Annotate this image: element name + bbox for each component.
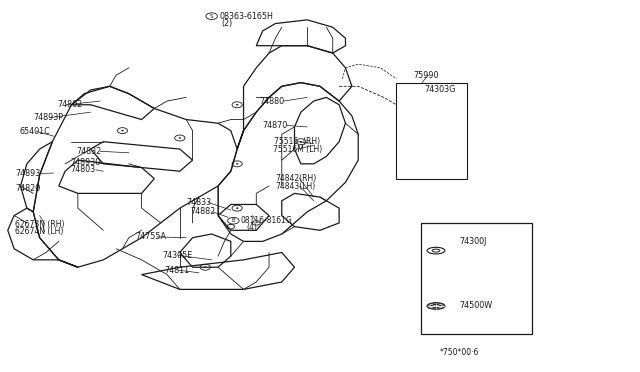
Text: 74842(RH): 74842(RH): [275, 174, 317, 183]
Text: 65401C: 65401C: [19, 127, 50, 136]
Ellipse shape: [432, 249, 440, 252]
Text: 74843(LH): 74843(LH): [275, 182, 316, 190]
Text: 74755A: 74755A: [135, 232, 166, 241]
Circle shape: [179, 137, 181, 139]
Circle shape: [236, 163, 239, 164]
Text: 74870: 74870: [262, 121, 288, 130]
Text: 62673N (RH): 62673N (RH): [15, 220, 65, 229]
Text: 74300J: 74300J: [459, 237, 486, 246]
Circle shape: [236, 104, 239, 106]
Text: 75990: 75990: [413, 71, 439, 80]
Text: 75516M (LH): 75516M (LH): [273, 145, 322, 154]
Circle shape: [300, 141, 302, 142]
Text: (4): (4): [246, 223, 257, 232]
Text: 74305E: 74305E: [163, 251, 193, 260]
Text: 74893: 74893: [15, 169, 41, 178]
Text: 74802: 74802: [58, 100, 83, 109]
Text: (2): (2): [221, 19, 232, 28]
Ellipse shape: [427, 303, 445, 310]
Text: 75516  (RH): 75516 (RH): [274, 137, 320, 146]
Text: 74803: 74803: [70, 165, 95, 174]
Circle shape: [204, 266, 207, 268]
Circle shape: [236, 208, 239, 209]
Text: 74832: 74832: [77, 147, 102, 156]
Text: 74882: 74882: [190, 207, 215, 217]
Bar: [420, 223, 532, 334]
Bar: [396, 83, 467, 179]
Text: 08116-8161G: 08116-8161G: [241, 216, 292, 225]
Text: 74303G: 74303G: [424, 85, 456, 94]
Text: 74300J: 74300J: [472, 246, 500, 255]
Text: 74833: 74833: [186, 198, 211, 207]
Text: 74500W: 74500W: [472, 301, 506, 311]
Text: 74880: 74880: [259, 97, 285, 106]
Text: 74500W: 74500W: [459, 301, 492, 311]
Ellipse shape: [431, 304, 440, 308]
Circle shape: [121, 130, 124, 131]
Text: 748930: 748930: [70, 158, 100, 167]
Text: B: B: [232, 218, 235, 223]
Text: 74811: 74811: [164, 266, 189, 275]
Text: S: S: [210, 14, 213, 19]
Text: 74820: 74820: [15, 184, 41, 193]
Text: 08363-6165H: 08363-6165H: [220, 12, 273, 21]
Text: *750*00·6: *750*00·6: [440, 348, 479, 357]
Text: 74893P: 74893P: [33, 113, 63, 122]
Ellipse shape: [427, 247, 445, 254]
Text: 62674N (LH): 62674N (LH): [15, 227, 64, 236]
